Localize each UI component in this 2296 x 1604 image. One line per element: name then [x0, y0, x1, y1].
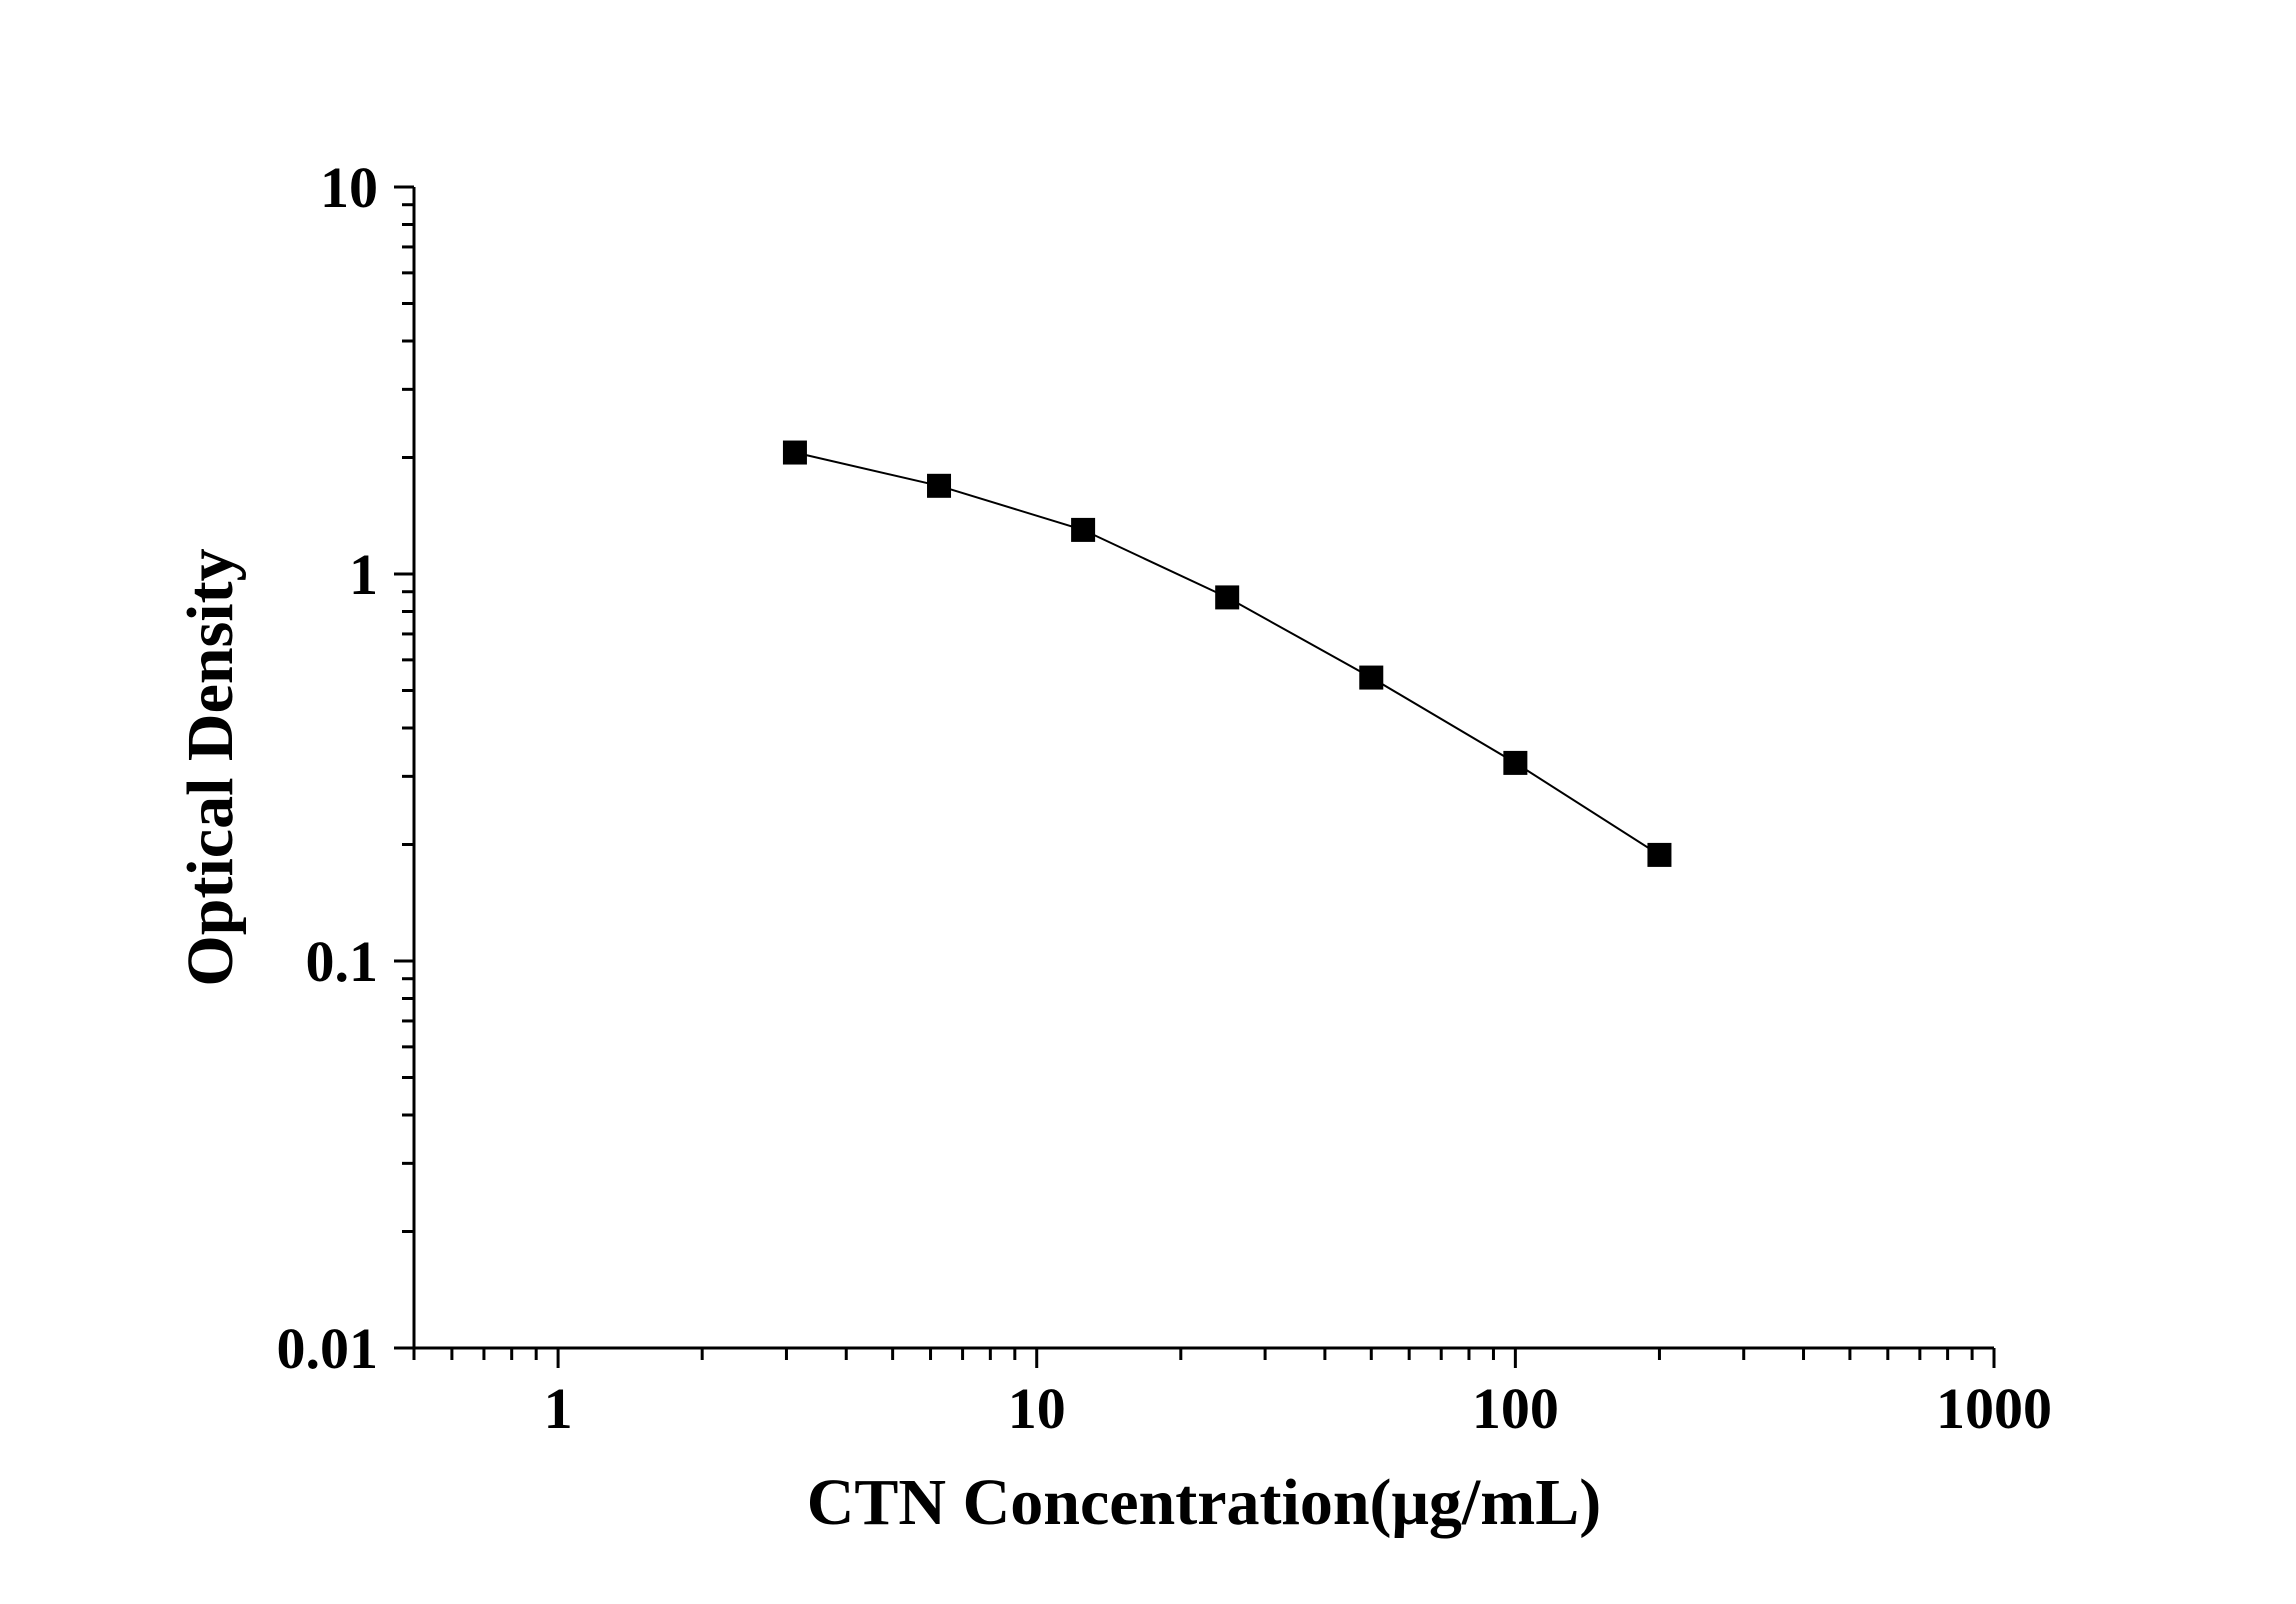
series-group	[782, 440, 1672, 867]
x-ticks	[412, 1348, 1996, 1368]
data-point-marker	[1071, 517, 1096, 542]
y-axis-title: Optical Density	[174, 548, 247, 986]
data-point-marker	[1647, 842, 1672, 867]
data-point-marker	[1503, 750, 1528, 775]
data-point-marker	[1359, 665, 1384, 690]
y-tick-label: 1	[349, 542, 378, 607]
x-axis-title: CTN Concentration(μg/mL)	[807, 1466, 1602, 1539]
x-tick-label: 100	[1472, 1376, 1559, 1441]
y-tick-label: 10	[320, 155, 378, 220]
y-tick-label: 0.1	[306, 929, 379, 994]
x-tick-label: 10	[1008, 1376, 1066, 1441]
y-tick-labels: 0.01 0.1 1 10	[277, 155, 379, 1381]
x-tick-label: 1000	[1936, 1376, 2052, 1441]
data-point-marker	[1215, 585, 1240, 610]
x-tick-label: 1	[544, 1376, 573, 1441]
series-line	[794, 451, 1660, 856]
y-tick-label: 0.01	[277, 1316, 379, 1381]
axes	[412, 187, 1994, 1350]
data-point-marker	[927, 473, 952, 498]
y-ticks	[394, 185, 414, 1350]
data-point-marker	[782, 440, 807, 465]
x-tick-labels: 1 10 100 1000	[544, 1376, 2052, 1441]
